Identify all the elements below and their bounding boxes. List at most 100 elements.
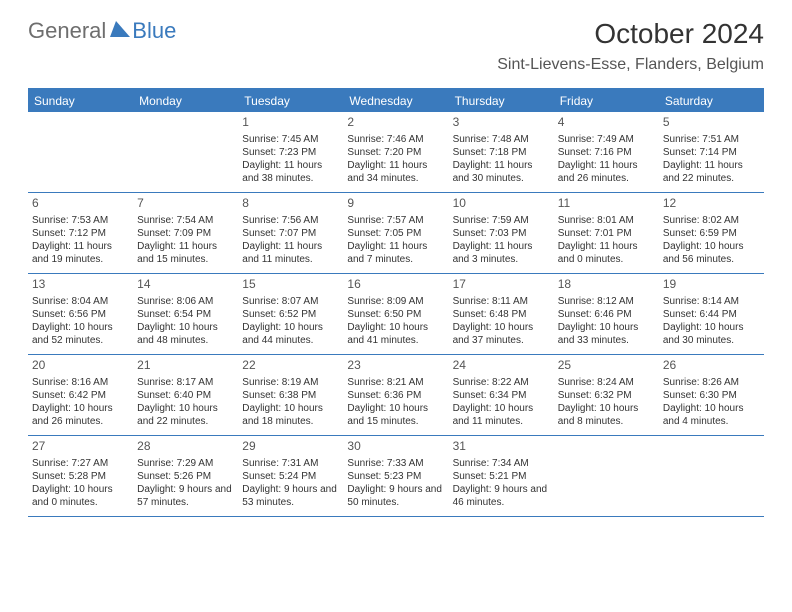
sunset-text: Sunset: 7:20 PM: [347, 146, 444, 159]
day-number: 7: [137, 196, 234, 212]
sunrise-text: Sunrise: 7:33 AM: [347, 457, 444, 470]
day-number: 24: [453, 358, 550, 374]
daylight-text: Daylight: 10 hours and 30 minutes.: [663, 321, 760, 347]
sunrise-text: Sunrise: 8:14 AM: [663, 295, 760, 308]
weekday-label: Monday: [133, 90, 238, 112]
daylight-text: Daylight: 10 hours and 37 minutes.: [453, 321, 550, 347]
day-number: 9: [347, 196, 444, 212]
sunrise-text: Sunrise: 8:02 AM: [663, 214, 760, 227]
sunset-text: Sunset: 6:56 PM: [32, 308, 129, 321]
day-cell: [28, 112, 133, 192]
day-cell: 22Sunrise: 8:19 AMSunset: 6:38 PMDayligh…: [238, 355, 343, 435]
day-cell: 18Sunrise: 8:12 AMSunset: 6:46 PMDayligh…: [554, 274, 659, 354]
sunset-text: Sunset: 6:40 PM: [137, 389, 234, 402]
day-number: 28: [137, 439, 234, 455]
sunrise-text: Sunrise: 8:07 AM: [242, 295, 339, 308]
day-cell: [133, 112, 238, 192]
daylight-text: Daylight: 11 hours and 0 minutes.: [558, 240, 655, 266]
daylight-text: Daylight: 11 hours and 7 minutes.: [347, 240, 444, 266]
sunset-text: Sunset: 7:09 PM: [137, 227, 234, 240]
sunset-text: Sunset: 6:32 PM: [558, 389, 655, 402]
sunset-text: Sunset: 6:34 PM: [453, 389, 550, 402]
day-number: 25: [558, 358, 655, 374]
daylight-text: Daylight: 9 hours and 50 minutes.: [347, 483, 444, 509]
sunset-text: Sunset: 7:05 PM: [347, 227, 444, 240]
title-block: October 2024 Sint-Lievens-Esse, Flanders…: [497, 18, 764, 74]
day-cell: 26Sunrise: 8:26 AMSunset: 6:30 PMDayligh…: [659, 355, 764, 435]
day-cell: 24 Sunrise: 8:22 AMSunset: 6:34 PMDayligh…: [449, 355, 554, 435]
day-cell: [659, 436, 764, 516]
day-cell: 11Sunrise: 8:01 AMSunset: 7:01 PMDayligh…: [554, 193, 659, 273]
sunrise-text: Sunrise: 8:16 AM: [32, 376, 129, 389]
weekday-label: Thursday: [449, 90, 554, 112]
day-number: 20: [32, 358, 129, 374]
day-number: 17: [453, 277, 550, 293]
sunrise-text: Sunrise: 8:21 AM: [347, 376, 444, 389]
day-number: 4: [558, 115, 655, 131]
day-cell: 28Sunrise: 7:29 AMSunset: 5:26 PMDayligh…: [133, 436, 238, 516]
sunset-text: Sunset: 5:24 PM: [242, 470, 339, 483]
sunrise-text: Sunrise: 7:59 AM: [453, 214, 550, 227]
day-cell: 7Sunrise: 7:54 AMSunset: 7:09 PMDaylight…: [133, 193, 238, 273]
day-cell: 14Sunrise: 8:06 AMSunset: 6:54 PMDayligh…: [133, 274, 238, 354]
day-cell: 4Sunrise: 7:49 AMSunset: 7:16 PMDaylight…: [554, 112, 659, 192]
sunrise-text: Sunrise: 8:17 AM: [137, 376, 234, 389]
daylight-text: Daylight: 10 hours and 8 minutes.: [558, 402, 655, 428]
sunrise-text: Sunrise: 7:29 AM: [137, 457, 234, 470]
day-cell: 12Sunrise: 8:02 AMSunset: 6:59 PMDayligh…: [659, 193, 764, 273]
daylight-text: Daylight: 11 hours and 38 minutes.: [242, 159, 339, 185]
logo-text-blue: Blue: [132, 18, 176, 44]
day-cell: 19 Sunrise: 8:14 AMSunset: 6:44 PMDayligh…: [659, 274, 764, 354]
sunrise-text: Sunrise: 8:22 AM: [453, 376, 550, 389]
weekday-label: Sunday: [28, 90, 133, 112]
day-number: 14: [137, 277, 234, 293]
day-cell: 15Sunrise: 8:07 AMSunset: 6:52 PMDayligh…: [238, 274, 343, 354]
sunrise-text: Sunrise: 8:26 AM: [663, 376, 760, 389]
sunset-text: Sunset: 6:30 PM: [663, 389, 760, 402]
daylight-text: Daylight: 11 hours and 3 minutes.: [453, 240, 550, 266]
day-number: 29: [242, 439, 339, 455]
sunrise-text: Sunrise: 8:12 AM: [558, 295, 655, 308]
day-number: 13: [32, 277, 129, 293]
day-cell: 1Sunrise: 7:45 AMSunset: 7:23 PMDaylight…: [238, 112, 343, 192]
sunrise-text: Sunrise: 8:06 AM: [137, 295, 234, 308]
daylight-text: Daylight: 10 hours and 0 minutes.: [32, 483, 129, 509]
sunset-text: Sunset: 6:46 PM: [558, 308, 655, 321]
day-cell: [554, 436, 659, 516]
logo-text-general: General: [28, 18, 106, 44]
day-cell: 29 Sunrise: 7:31 AMSunset: 5:24 PMDayligh…: [238, 436, 343, 516]
day-number: 10: [453, 196, 550, 212]
sunset-text: Sunset: 6:48 PM: [453, 308, 550, 321]
sunset-text: Sunset: 6:44 PM: [663, 308, 760, 321]
sunrise-text: Sunrise: 7:53 AM: [32, 214, 129, 227]
daylight-text: Daylight: 10 hours and 33 minutes.: [558, 321, 655, 347]
sunrise-text: Sunrise: 7:34 AM: [453, 457, 550, 470]
day-number: 8: [242, 196, 339, 212]
header: General Blue October 2024 Sint-Lievens-E…: [0, 0, 792, 78]
sunrise-text: Sunrise: 7:31 AM: [242, 457, 339, 470]
daylight-text: Daylight: 11 hours and 30 minutes.: [453, 159, 550, 185]
sunrise-text: Sunrise: 7:48 AM: [453, 133, 550, 146]
daylight-text: Daylight: 11 hours and 22 minutes.: [663, 159, 760, 185]
sunrise-text: Sunrise: 8:04 AM: [32, 295, 129, 308]
week-row: 6Sunrise: 7:53 AMSunset: 7:12 PMDaylight…: [28, 193, 764, 274]
day-cell: 31Sunrise: 7:34 AMSunset: 5:21 PMDayligh…: [449, 436, 554, 516]
sunset-text: Sunset: 7:16 PM: [558, 146, 655, 159]
sunset-text: Sunset: 5:23 PM: [347, 470, 444, 483]
daylight-text: Daylight: 9 hours and 53 minutes.: [242, 483, 339, 509]
day-number: 19: [663, 277, 760, 293]
daylight-text: Daylight: 11 hours and 15 minutes.: [137, 240, 234, 266]
sunset-text: Sunset: 5:26 PM: [137, 470, 234, 483]
sunset-text: Sunset: 7:23 PM: [242, 146, 339, 159]
daylight-text: Daylight: 11 hours and 26 minutes.: [558, 159, 655, 185]
week-row: 1Sunrise: 7:45 AMSunset: 7:23 PMDaylight…: [28, 112, 764, 193]
sunset-text: Sunset: 5:28 PM: [32, 470, 129, 483]
day-cell: 8Sunrise: 7:56 AMSunset: 7:07 PMDaylight…: [238, 193, 343, 273]
daylight-text: Daylight: 10 hours and 52 minutes.: [32, 321, 129, 347]
sunrise-text: Sunrise: 7:46 AM: [347, 133, 444, 146]
day-number: 26: [663, 358, 760, 374]
day-cell: 21Sunrise: 8:17 AMSunset: 6:40 PMDayligh…: [133, 355, 238, 435]
sunrise-text: Sunrise: 8:01 AM: [558, 214, 655, 227]
daylight-text: Daylight: 10 hours and 11 minutes.: [453, 402, 550, 428]
day-number: 15: [242, 277, 339, 293]
